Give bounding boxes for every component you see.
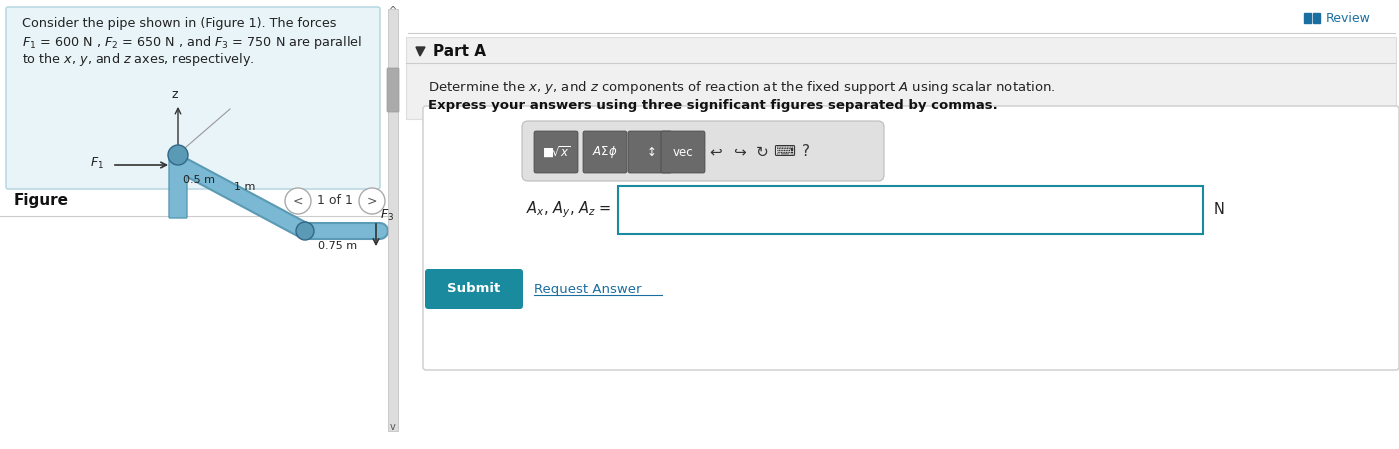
FancyBboxPatch shape bbox=[6, 7, 381, 189]
Text: >: > bbox=[367, 194, 378, 207]
FancyBboxPatch shape bbox=[583, 131, 627, 173]
Text: ↩: ↩ bbox=[709, 145, 722, 159]
Text: N: N bbox=[1214, 202, 1226, 217]
Text: $A\Sigma\phi$: $A\Sigma\phi$ bbox=[592, 144, 618, 160]
Text: Review: Review bbox=[1326, 12, 1371, 25]
Text: ⌨: ⌨ bbox=[774, 145, 795, 159]
Text: <: < bbox=[292, 194, 304, 207]
FancyBboxPatch shape bbox=[628, 131, 672, 173]
Text: 0.5 m: 0.5 m bbox=[183, 175, 215, 185]
Text: $\updownarrow$: $\updownarrow$ bbox=[644, 145, 656, 158]
Text: $\blacksquare\!\sqrt{x}$: $\blacksquare\!\sqrt{x}$ bbox=[541, 145, 571, 159]
FancyBboxPatch shape bbox=[618, 186, 1203, 234]
FancyBboxPatch shape bbox=[522, 121, 884, 181]
Circle shape bbox=[360, 188, 385, 214]
Text: vec: vec bbox=[673, 145, 694, 158]
Text: z: z bbox=[172, 88, 178, 101]
Text: 0.75 m: 0.75 m bbox=[318, 241, 357, 251]
FancyBboxPatch shape bbox=[169, 154, 187, 218]
Text: 1 m: 1 m bbox=[234, 182, 256, 192]
Text: $A_x$, $A_y$, $A_z$ =: $A_x$, $A_y$, $A_z$ = bbox=[526, 200, 611, 220]
Polygon shape bbox=[416, 47, 425, 56]
FancyBboxPatch shape bbox=[388, 68, 399, 112]
FancyBboxPatch shape bbox=[425, 269, 523, 309]
Text: ↪: ↪ bbox=[733, 145, 747, 159]
Text: Consider the pipe shown in (Figure 1). The forces: Consider the pipe shown in (Figure 1). T… bbox=[22, 17, 337, 30]
Text: ^: ^ bbox=[389, 6, 397, 16]
Text: Part A: Part A bbox=[434, 44, 485, 58]
Text: 1 of 1: 1 of 1 bbox=[318, 194, 353, 207]
FancyBboxPatch shape bbox=[406, 37, 1396, 119]
Bar bbox=[1304, 13, 1311, 23]
Text: $F_1$: $F_1$ bbox=[90, 155, 104, 171]
Text: to the $x$, $y$, and $z$ axes, respectively.: to the $x$, $y$, and $z$ axes, respectiv… bbox=[22, 51, 255, 68]
Text: v: v bbox=[390, 422, 396, 432]
Text: Figure: Figure bbox=[14, 193, 69, 208]
Bar bbox=[1314, 13, 1321, 23]
Text: $F_3$: $F_3$ bbox=[381, 208, 395, 223]
Text: Request Answer: Request Answer bbox=[534, 282, 642, 295]
Circle shape bbox=[297, 222, 313, 240]
FancyBboxPatch shape bbox=[660, 131, 705, 173]
Circle shape bbox=[285, 188, 311, 214]
Text: $F_1$ = 600 N , $F_2$ = 650 N , and $F_3$ = 750 N are parallel: $F_1$ = 600 N , $F_2$ = 650 N , and $F_3… bbox=[22, 34, 362, 51]
FancyBboxPatch shape bbox=[534, 131, 578, 173]
Text: Submit: Submit bbox=[448, 282, 501, 295]
Circle shape bbox=[168, 145, 187, 165]
FancyBboxPatch shape bbox=[422, 106, 1399, 370]
FancyBboxPatch shape bbox=[388, 9, 397, 431]
Text: Express your answers using three significant figures separated by commas.: Express your answers using three signifi… bbox=[428, 99, 997, 112]
Text: Determine the $x$, $y$, and $z$ components of reaction at the fixed support $A$ : Determine the $x$, $y$, and $z$ componen… bbox=[428, 79, 1055, 96]
Text: ?: ? bbox=[802, 145, 810, 159]
Text: ↻: ↻ bbox=[755, 145, 768, 159]
